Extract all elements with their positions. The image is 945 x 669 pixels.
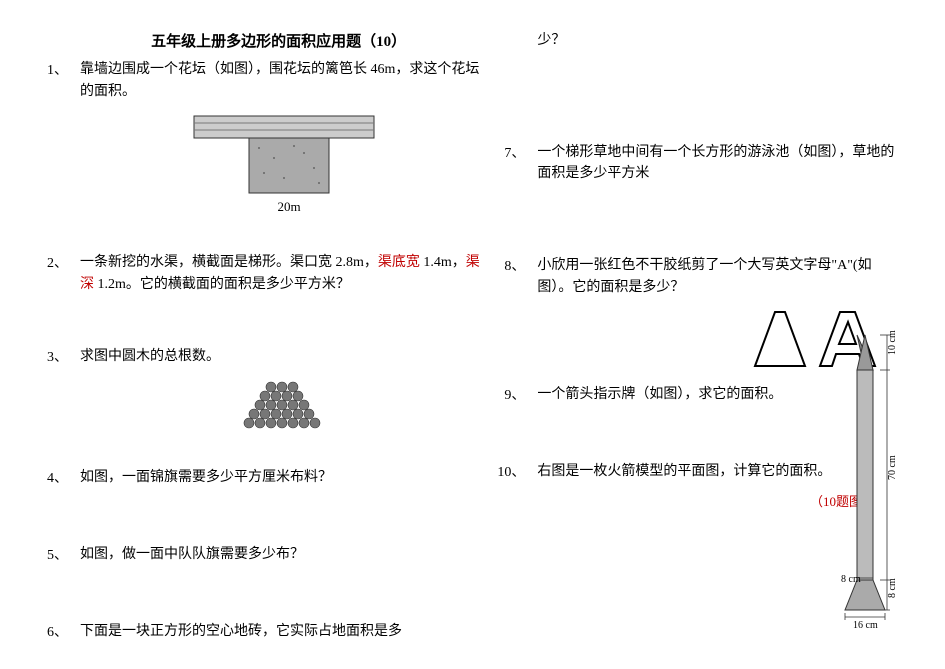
worksheet-title: 五年级上册多边形的面积应用题（10） bbox=[70, 30, 487, 51]
question-2: 2、 一条新挖的水渠，横截面是梯形。渠口宽 2.8m，渠底宽 1.4m，渠深 1… bbox=[70, 252, 487, 295]
q7-number: 7、 bbox=[497, 142, 525, 162]
question-6b: 少？ bbox=[527, 30, 905, 52]
q3-text: 求图中圆木的总根数。 bbox=[80, 346, 487, 368]
q2-number: 2、 bbox=[40, 252, 68, 272]
rocket-figure-wrap: 10 cm 70 cm 8 cm 8 cm 16 cm bbox=[835, 330, 925, 635]
rocket-dim-top: 10 cm bbox=[887, 330, 898, 355]
q6-number: 6、 bbox=[40, 621, 68, 641]
q3-number: 3、 bbox=[40, 346, 68, 366]
rocket-figure: 10 cm 70 cm 8 cm 8 cm 16 cm bbox=[835, 330, 925, 630]
flowerbed-figure: 20m bbox=[184, 108, 384, 218]
q6-text: 下面是一块正方形的空心地砖，它实际占地面积是多 bbox=[80, 621, 487, 643]
q10-number: 10、 bbox=[497, 461, 525, 481]
logs-figure bbox=[219, 373, 349, 433]
rocket-dim-mid: 70 cm bbox=[887, 455, 898, 480]
q8-text: 小欣用一张红色不干胶纸剪了一个大写英文字母"A"(如图）。它的面积是多少？ bbox=[537, 255, 905, 298]
q2-text: 一条新挖的水渠，横截面是梯形。渠口宽 2.8m，渠底宽 1.4m，渠深 1.2m… bbox=[80, 252, 487, 295]
question-5: 5、 如图，做一面中队队旗需要多少布？ bbox=[70, 544, 487, 566]
question-3: 3、 求图中圆木的总根数。 bbox=[70, 346, 487, 434]
question-6: 6、 下面是一块正方形的空心地砖，它实际占地面积是多 bbox=[70, 621, 487, 643]
rocket-dim-base-h: 8 cm bbox=[887, 578, 898, 598]
left-column: 五年级上册多边形的面积应用题（10） 1、 靠墙边围成一个花坛（如图），围花坛的… bbox=[70, 30, 487, 649]
q8-number: 8、 bbox=[497, 255, 525, 275]
question-7: 7、 一个梯形草地中间有一个长方形的游泳池（如图），草地的面积是多少平方米 bbox=[527, 142, 905, 185]
q5-text: 如图，做一面中队队旗需要多少布？ bbox=[80, 544, 487, 566]
rocket-dim-base-w: 16 cm bbox=[853, 620, 878, 630]
q5-number: 5、 bbox=[40, 544, 68, 564]
q1-figure: 20m bbox=[80, 108, 487, 218]
q4-text: 如图，一面锦旗需要多少平方厘米布料？ bbox=[80, 467, 487, 489]
q3-figure bbox=[80, 373, 487, 433]
q1-text: 靠墙边围成一个花坛（如图），围花坛的篱笆长 46m，求这个花坛的面积。 bbox=[80, 59, 487, 102]
q4-number: 4、 bbox=[40, 467, 68, 487]
question-4: 4、 如图，一面锦旗需要多少平方厘米布料？ bbox=[70, 467, 487, 489]
question-1: 1、 靠墙边围成一个花坛（如图），围花坛的篱笆长 46m，求这个花坛的面积。 2… bbox=[70, 59, 487, 218]
rocket-dim-top-w: 8 cm bbox=[841, 574, 861, 585]
q1-number: 1、 bbox=[40, 59, 68, 79]
q9-number: 9、 bbox=[497, 384, 525, 404]
q7-text: 一个梯形草地中间有一个长方形的游泳池（如图），草地的面积是多少平方米 bbox=[537, 142, 905, 185]
q6b-text: 少？ bbox=[537, 30, 905, 52]
q1-dimension: 20m bbox=[277, 199, 300, 214]
